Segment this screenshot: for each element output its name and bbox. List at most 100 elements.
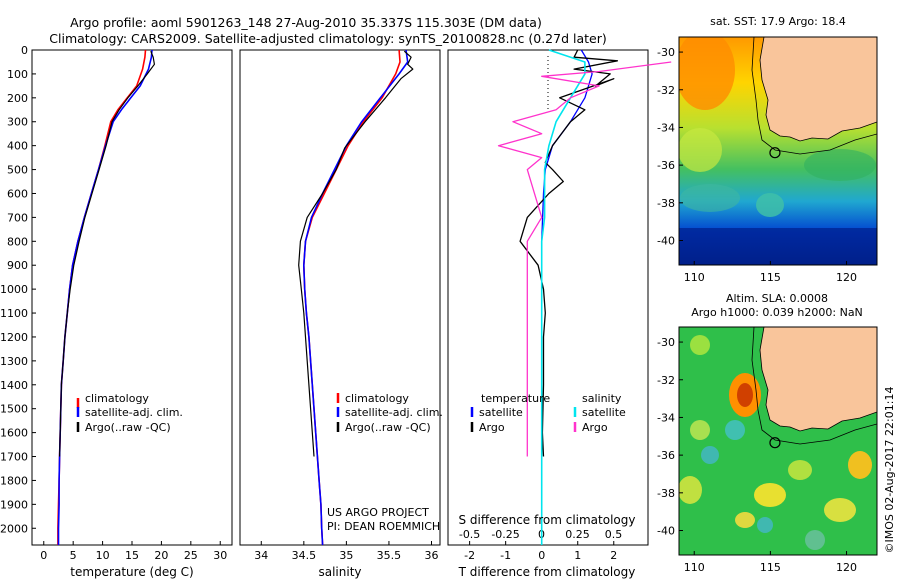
s-tick-label: -0.25 — [491, 528, 519, 541]
legend-label-climatology: climatology — [85, 392, 149, 405]
y-tick-label: 200 — [7, 92, 28, 105]
legend-header-temperature: temperature — [481, 392, 550, 405]
x-tick-label: 1 — [574, 549, 581, 562]
pi-annotation: PI: DEAN ROEMMICH — [327, 520, 440, 533]
salinity-x-axis: 34 34.5 35 35.5 36 — [254, 541, 438, 562]
x-tick-label: 35.5 — [377, 549, 402, 562]
map-x-tick-label: 110 — [684, 561, 705, 574]
legend-label-satellite: satellite-adj. clim. — [85, 406, 183, 419]
series-line-argo — [497, 61, 672, 457]
map-x-tick-label: 120 — [836, 561, 857, 574]
y-tick-label: 600 — [7, 187, 28, 200]
y-tick-label: 400 — [7, 140, 28, 153]
land-mass — [760, 327, 877, 431]
sla-map-title: Altim. SLA: 0.0008 — [726, 292, 828, 305]
sla-map-subtitle: Argo h1000: 0.039 h2000: NaN — [691, 306, 863, 319]
map-y-tick-label: -34 — [657, 121, 675, 134]
sst-map-frame — [678, 36, 878, 266]
sst-feature — [680, 184, 740, 212]
coastline — [759, 37, 877, 142]
difference-x-axis: -2 -1 0 1 2-0.5 -0.25 0 0.25 0.5 — [459, 528, 622, 562]
sla-low-anomaly — [757, 517, 773, 533]
sla-low-anomaly — [701, 446, 719, 464]
y-tick-label: 1900 — [0, 498, 28, 511]
y-tick-label: 500 — [7, 164, 28, 177]
legend-label-satellite: satellite-adj. clim. — [345, 406, 443, 419]
x-tick-label: 25 — [184, 549, 198, 562]
s-tick-label: -0.5 — [459, 528, 480, 541]
difference-panel: -2 -1 0 1 2-0.5 -0.25 0 0.25 0.5 T difference fr… — [447, 49, 672, 579]
x-tick-label: 0 — [538, 549, 545, 562]
salinity-legend: climatology satellite-adj. clim. Argo(..… — [336, 392, 443, 434]
map-y-tick-label: -32 — [657, 84, 675, 97]
y-tick-label: 1700 — [0, 451, 28, 464]
s-tick-label: 0.25 — [565, 528, 590, 541]
difference-series-group — [497, 49, 672, 545]
map-y-tick-label: -36 — [657, 159, 675, 172]
x-tick-label: 20 — [154, 549, 168, 562]
sst-feature — [756, 193, 784, 217]
legend-label-s-satellite: satellite — [582, 406, 626, 419]
map-y-tick-label: -38 — [657, 487, 675, 500]
map-y-tick-label: -32 — [657, 374, 675, 387]
legend-label-argo: Argo(..raw -QC) — [345, 421, 431, 434]
y-tick-label: 100 — [7, 68, 28, 81]
map-y-tick-label: -40 — [657, 235, 675, 248]
y-tick-label: 1100 — [0, 307, 28, 320]
series-line-argo-raw-qc- — [59, 50, 155, 457]
legend-label-climatology: climatology — [345, 392, 409, 405]
imos-credit: ©IMOS 02-Aug-2017 22:01:14 — [883, 387, 896, 554]
sst-warm-eddy — [679, 37, 735, 110]
x-tick-label: 0 — [40, 549, 47, 562]
salinity-plot-frame — [239, 49, 441, 546]
series-line-satellite — [540, 49, 586, 545]
project-annotation: US ARGO PROJECT — [327, 506, 429, 519]
x-tick-label: 10 — [96, 549, 110, 562]
sla-map-panel: Altim. SLA: 0.0008 Argo h1000: 0.039 h20… — [657, 292, 878, 574]
difference-plot-frame — [447, 49, 649, 546]
t-difference-x-label: T difference from climatology — [458, 565, 636, 579]
series-line-argo-raw-qc- — [298, 50, 414, 457]
series-line-satellite — [541, 49, 593, 545]
x-tick-label: -2 — [464, 549, 475, 562]
map-x-tick-label: 110 — [684, 271, 705, 284]
map-y-tick-label: -38 — [657, 197, 675, 210]
series-line-argo — [519, 49, 619, 457]
legend-label-s-argo: Argo — [582, 421, 608, 434]
sla-high-core — [737, 383, 753, 407]
x-tick-label: 35 — [339, 549, 353, 562]
sla-feature — [735, 512, 755, 528]
sla-map-frame — [678, 326, 878, 556]
y-tick-label: 900 — [7, 259, 28, 272]
map-x-tick-label: 115 — [760, 271, 781, 284]
series-line-satellite-adj-clim- — [302, 49, 409, 546]
sst-feature — [804, 149, 876, 181]
sla-heatmap — [679, 327, 877, 555]
temperature-legend: climatology satellite-adj. clim. Argo(..… — [76, 392, 183, 434]
y-tick-label: 300 — [7, 116, 28, 129]
x-tick-label: 34.5 — [292, 549, 317, 562]
difference-legend: temperature salinity satellite Argo sate… — [470, 392, 626, 434]
title-line1: Argo profile: aoml 5901263_148 27-Aug-20… — [70, 15, 542, 30]
temperature-x-label: temperature (deg C) — [70, 565, 193, 579]
x-tick-label: 36 — [424, 549, 438, 562]
map-y-tick-label: -40 — [657, 525, 675, 538]
sst-map-axes: 110 115 120 -30 -32 -34 -36 -38 -40 — [657, 46, 857, 284]
title-line2: Climatology: CARS2009. Satellite-adjuste… — [49, 31, 606, 46]
series-line-climatology — [57, 49, 147, 545]
x-tick-label: 15 — [125, 549, 139, 562]
s-tick-label: 0.5 — [605, 528, 623, 541]
temperature-y-axis: 0 100 200 300 400 500 600 700 800 900 1000 1100 1200… — [0, 44, 36, 535]
y-tick-label: 1600 — [0, 427, 28, 440]
x-tick-label: 2 — [610, 549, 617, 562]
isobath-contour — [751, 327, 877, 445]
legend-header-salinity: salinity — [582, 392, 622, 405]
map-x-tick-label: 120 — [836, 271, 857, 284]
sst-feature — [679, 128, 722, 172]
temperature-panel: 0100200300400500600700800900100011001200… — [0, 44, 233, 579]
legend-label-t-satellite: satellite — [479, 406, 523, 419]
map-y-tick-label: -36 — [657, 449, 675, 462]
temperature-plot-frame — [31, 49, 233, 546]
x-tick-label: -1 — [500, 549, 511, 562]
